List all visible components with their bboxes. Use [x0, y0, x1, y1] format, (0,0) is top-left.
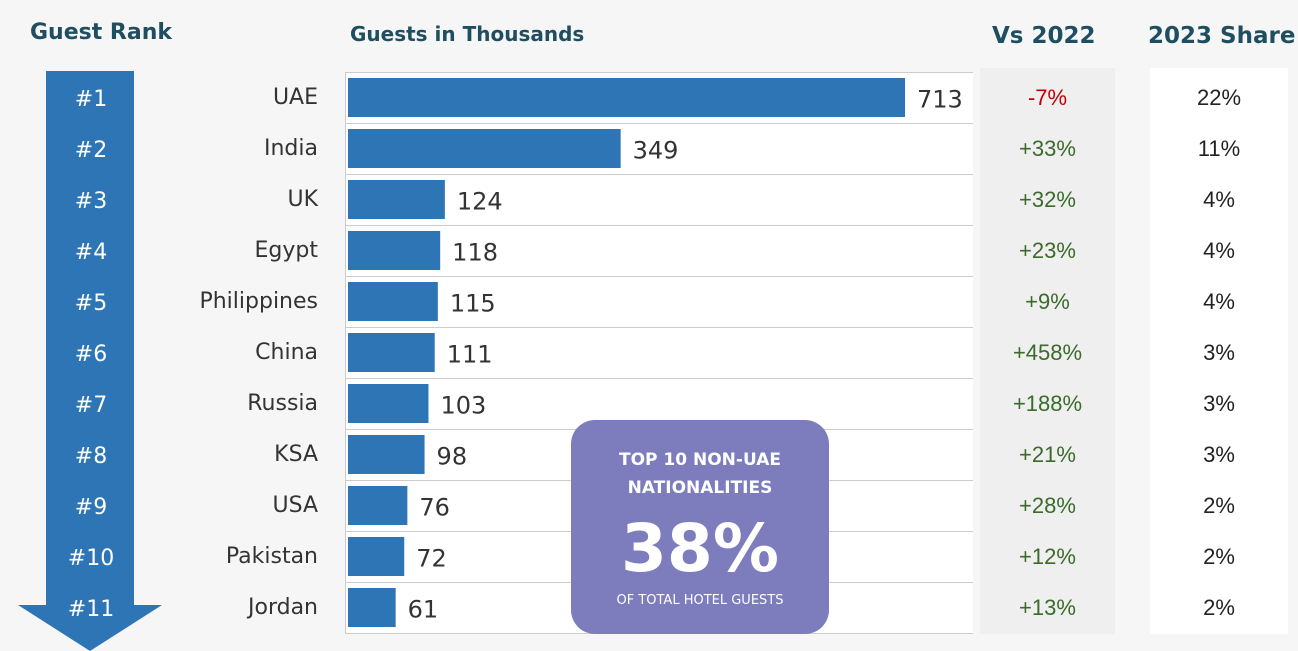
- vs-2022-column-background: [980, 68, 1115, 634]
- share-2023-value: 22%: [1196, 85, 1242, 110]
- category-label: Russia: [247, 391, 318, 416]
- bar: [348, 129, 621, 168]
- rank-label: #2: [74, 138, 108, 163]
- bar: [348, 282, 438, 321]
- vs-2022-value: +28%: [1019, 493, 1076, 518]
- vs-2022-value: +458%: [1012, 340, 1083, 365]
- callout-value: 38%: [621, 510, 779, 587]
- data-label: 349: [633, 137, 679, 165]
- share-2023-value: 3%: [1203, 442, 1235, 467]
- rank-label: #9: [74, 495, 108, 520]
- share-2023-column-background: [1150, 68, 1288, 634]
- category-label: USA: [272, 493, 318, 518]
- rank-label: #6: [74, 342, 108, 367]
- share-2023-header: 2023 Share: [1148, 23, 1296, 49]
- guests-in-thousands-header: Guests in Thousands: [350, 22, 585, 46]
- callout-title: TOP 10 NON-UAE NATIONALITIES: [571, 446, 829, 502]
- share-2023-value: 3%: [1203, 340, 1235, 365]
- vs-2022-value: +32%: [1019, 187, 1076, 212]
- rank-label: #1: [74, 87, 108, 112]
- callout-subtitle: OF TOTAL HOTEL GUESTS: [616, 593, 784, 608]
- share-2023-value: 4%: [1203, 238, 1235, 263]
- vs-2022-value: +12%: [1019, 544, 1076, 569]
- rank-label: #3: [74, 189, 108, 214]
- share-2023-value: 11%: [1197, 136, 1241, 161]
- bar: [348, 435, 425, 474]
- bar: [348, 180, 445, 219]
- share-2023-value: 4%: [1203, 187, 1235, 212]
- rank-label: #8: [74, 444, 108, 469]
- bar: [348, 78, 905, 117]
- data-label: 111: [447, 341, 493, 369]
- data-label: 72: [416, 545, 447, 573]
- data-label: 118: [452, 239, 498, 267]
- data-label: 98: [437, 443, 468, 471]
- callout-title-line1: TOP 10 NON-UAE: [618, 450, 781, 470]
- vs-2022-value: +9%: [1025, 289, 1070, 314]
- rank-label: #4: [74, 240, 108, 265]
- category-label: KSA: [274, 442, 318, 467]
- vs-2022-value: +188%: [1012, 391, 1083, 416]
- category-label: UK: [287, 187, 318, 212]
- category-label: Pakistan: [225, 544, 318, 569]
- share-2023-value: 2%: [1203, 544, 1235, 569]
- category-label: Philippines: [199, 289, 318, 314]
- top-10-callout: TOP 10 NON-UAE NATIONALITIES 38% OF TOTA…: [571, 420, 829, 634]
- bar: [348, 333, 435, 372]
- rank-arrow: [18, 71, 162, 651]
- data-label: 124: [457, 188, 503, 216]
- rank-label: #5: [74, 291, 108, 316]
- data-label: 103: [440, 392, 486, 420]
- callout-title-line2: NATIONALITIES: [627, 478, 773, 498]
- data-label: 115: [450, 290, 496, 318]
- share-2023-value: 4%: [1203, 289, 1235, 314]
- bar: [348, 588, 396, 627]
- bar: [348, 384, 429, 423]
- rank-label: #11: [67, 597, 115, 622]
- bar: [348, 231, 441, 270]
- vs-2022-value: +23%: [1019, 238, 1076, 263]
- data-label: 76: [419, 494, 450, 522]
- vs-2022-value: +33%: [1019, 136, 1076, 161]
- rank-label: #10: [67, 546, 115, 571]
- share-2023-value: 2%: [1203, 595, 1235, 620]
- guest-rank-header: Guest Rank: [30, 20, 172, 45]
- rank-label: #7: [74, 393, 108, 418]
- category-label: Egypt: [254, 238, 318, 263]
- share-2023-value: 2%: [1203, 493, 1235, 518]
- vs-2022-header: Vs 2022: [992, 23, 1096, 49]
- category-label: China: [255, 340, 318, 365]
- data-label: 61: [408, 596, 439, 624]
- vs-2022-value: +13%: [1019, 595, 1076, 620]
- share-2023-value: 3%: [1203, 391, 1235, 416]
- category-label: Jordan: [248, 595, 318, 620]
- data-label: 713: [917, 86, 963, 114]
- bar: [348, 486, 408, 525]
- vs-2022-value: -7%: [1027, 85, 1068, 110]
- category-label: UAE: [272, 85, 318, 110]
- category-label: India: [264, 136, 318, 161]
- bar: [348, 537, 405, 576]
- vs-2022-value: +21%: [1019, 442, 1076, 467]
